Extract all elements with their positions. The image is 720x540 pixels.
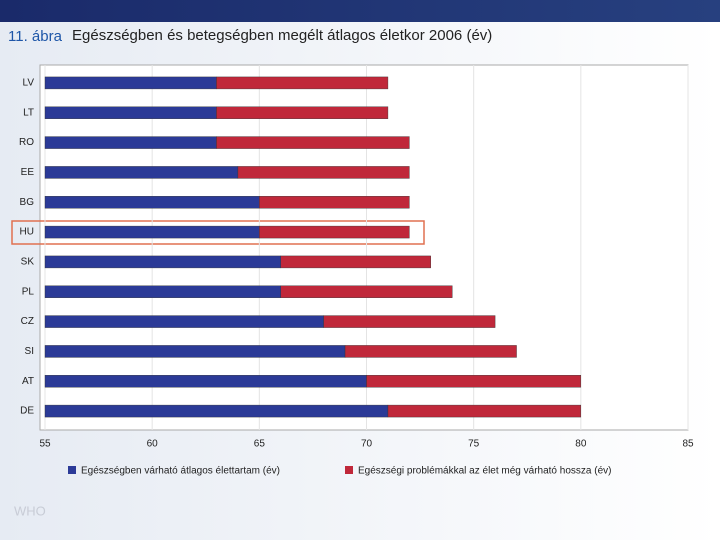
y-tick-label: RO — [19, 137, 34, 148]
bar-segment — [387, 404, 582, 418]
bar-segment — [44, 255, 281, 269]
y-tick-label: EE — [21, 167, 35, 178]
highlight-box — [11, 220, 425, 245]
bar-segment — [259, 196, 410, 209]
chart-title: Egészségben és betegségben megélt átlago… — [72, 27, 492, 44]
y-tick-label: CZ — [21, 316, 34, 327]
legend-label: Egészségben várható átlagos élettartam (… — [81, 466, 280, 477]
header-band — [0, 0, 720, 22]
y-tick-label: LV — [23, 78, 35, 89]
y-tick-label: LT — [23, 107, 34, 118]
bar-segment — [44, 76, 217, 90]
legend-label: Egészségi problémákkal az élet még várha… — [358, 466, 611, 477]
bar-segment — [44, 196, 260, 209]
bar-segment — [216, 136, 410, 149]
bar-segment — [216, 76, 389, 90]
y-tick-label: HU — [20, 227, 34, 238]
source: WHO — [14, 503, 46, 518]
bar-segment — [344, 345, 517, 358]
figure-label: 11. ábra — [8, 28, 63, 45]
bar-segment — [44, 345, 346, 358]
bar-segment — [366, 375, 582, 388]
bar-segment — [216, 106, 389, 119]
x-tick-label: 65 — [254, 439, 266, 450]
x-tick-label: 85 — [682, 439, 694, 450]
y-tick-label: DE — [20, 406, 34, 417]
plot-frame — [39, 64, 689, 431]
bar-segment — [323, 315, 496, 328]
x-tick-label: 80 — [575, 439, 587, 450]
y-tick-label: SK — [21, 257, 35, 268]
bar-segment — [44, 136, 217, 149]
legend-swatch — [68, 466, 76, 474]
bar-segment — [44, 225, 260, 239]
bar-segment — [44, 404, 389, 418]
bar-segment — [44, 315, 324, 328]
bar-segment — [237, 166, 410, 179]
y-tick-label: PL — [22, 286, 35, 297]
y-tick-label: BG — [20, 197, 35, 208]
y-tick-label: AT — [22, 376, 34, 387]
bar-segment — [44, 375, 367, 388]
y-tick-label: SI — [25, 346, 34, 357]
bar-segment — [280, 285, 453, 298]
x-tick-label: 55 — [39, 439, 51, 450]
bar-segment — [259, 225, 410, 239]
bar-segment — [44, 285, 281, 298]
x-tick-label: 70 — [361, 439, 373, 450]
bar-segment — [280, 255, 432, 269]
bar-segment — [44, 166, 239, 179]
x-tick-label: 60 — [147, 439, 159, 450]
x-tick-label: 75 — [468, 439, 480, 450]
bar-segment — [44, 106, 217, 119]
legend-swatch — [345, 466, 353, 474]
